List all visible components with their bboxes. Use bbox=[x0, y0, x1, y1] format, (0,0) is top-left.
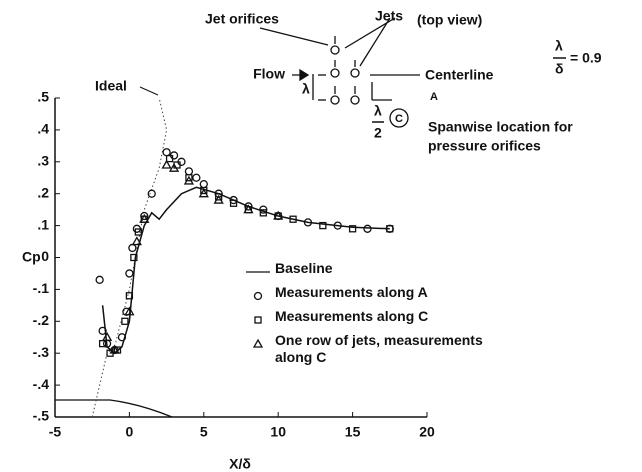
ratio-den: δ bbox=[555, 61, 564, 77]
point bbox=[165, 154, 174, 163]
point bbox=[101, 331, 113, 341]
point bbox=[147, 189, 156, 198]
y-tick-label: .3 bbox=[37, 153, 49, 169]
point bbox=[124, 306, 135, 316]
x-axis-label: X/δ bbox=[229, 456, 251, 472]
point bbox=[319, 221, 327, 230]
point bbox=[117, 333, 127, 342]
x-tick-label: 0 bbox=[126, 424, 134, 440]
point bbox=[243, 204, 254, 214]
point bbox=[98, 326, 107, 336]
point bbox=[139, 213, 150, 223]
point bbox=[131, 236, 142, 246]
label-half-num: λ bbox=[374, 103, 382, 119]
ideal-leader bbox=[139, 86, 159, 96]
point bbox=[229, 199, 238, 207]
point bbox=[161, 159, 172, 169]
label-jet-orifices: Jet orifices bbox=[205, 11, 279, 27]
y-tick-label: .5 bbox=[37, 89, 49, 105]
point bbox=[184, 167, 194, 176]
x-tick-label: 20 bbox=[419, 424, 435, 440]
point bbox=[130, 253, 138, 262]
point bbox=[215, 193, 223, 201]
y-tick-label: 0 bbox=[41, 248, 49, 264]
legend-marker bbox=[254, 316, 262, 324]
ideal-label: Ideal bbox=[95, 78, 127, 94]
label-half-den: 2 bbox=[374, 125, 382, 141]
label-flow: Flow bbox=[253, 66, 285, 82]
point bbox=[200, 186, 208, 195]
y-tick-label: .1 bbox=[37, 216, 49, 232]
label-lambda: λ bbox=[302, 81, 310, 97]
legend-entry: Baseline bbox=[275, 260, 333, 276]
label-spanwise-2: pressure orifices bbox=[428, 138, 541, 154]
point bbox=[333, 221, 342, 230]
ideal-line bbox=[91, 97, 168, 418]
label-spanwise-1: Spanwise location for bbox=[428, 119, 573, 135]
legend-entry: One row of jets, measurements along C bbox=[275, 332, 483, 365]
point bbox=[289, 215, 297, 223]
legend-entry: Measurements along C bbox=[275, 308, 429, 324]
y-tick-label: .2 bbox=[37, 184, 49, 200]
point bbox=[198, 188, 209, 198]
point bbox=[95, 275, 104, 284]
point bbox=[363, 224, 372, 233]
y-tick-label: -.2 bbox=[33, 312, 50, 328]
point bbox=[168, 162, 180, 172]
legend-marker bbox=[252, 338, 264, 348]
point bbox=[213, 194, 224, 204]
y-tick-label: -.5 bbox=[33, 408, 50, 424]
point bbox=[121, 317, 129, 325]
point bbox=[192, 173, 201, 182]
label-centerline: Centerline bbox=[425, 67, 494, 83]
point bbox=[348, 225, 357, 233]
lower-curve bbox=[55, 399, 173, 418]
y-tick-label: .4 bbox=[37, 121, 49, 137]
point bbox=[273, 210, 284, 220]
label-top-view: (top view) bbox=[417, 12, 482, 28]
x-tick-label: 5 bbox=[200, 424, 208, 440]
point bbox=[162, 148, 171, 157]
point bbox=[303, 218, 313, 227]
label-a: A bbox=[430, 91, 438, 103]
y-tick-label: -.3 bbox=[33, 344, 50, 360]
x-tick-label: 10 bbox=[270, 424, 286, 440]
point bbox=[134, 228, 142, 236]
point bbox=[185, 174, 193, 182]
point bbox=[386, 225, 394, 233]
x-tick-label: -5 bbox=[49, 424, 62, 440]
label-jets: Jets bbox=[375, 8, 403, 24]
point bbox=[109, 344, 120, 354]
ratio-num: λ bbox=[555, 38, 563, 54]
point bbox=[183, 175, 195, 185]
point bbox=[199, 179, 208, 189]
y-tick-label: -.1 bbox=[33, 280, 50, 296]
schematic bbox=[259, 17, 420, 128]
x-tick-label: 15 bbox=[345, 424, 361, 440]
legend-marker bbox=[253, 291, 263, 301]
label-c: C bbox=[395, 113, 403, 125]
point bbox=[125, 269, 134, 278]
point bbox=[128, 243, 137, 253]
ratio-value: = 0.9 bbox=[570, 50, 602, 66]
legend: Baseline Measurements along A Measurements… bbox=[275, 260, 520, 373]
y-tick-label: -.4 bbox=[33, 376, 50, 392]
legend-entry: Measurements along A bbox=[275, 284, 428, 300]
point bbox=[259, 209, 267, 217]
point bbox=[125, 292, 134, 300]
y-axis-label: Cp bbox=[22, 249, 41, 265]
